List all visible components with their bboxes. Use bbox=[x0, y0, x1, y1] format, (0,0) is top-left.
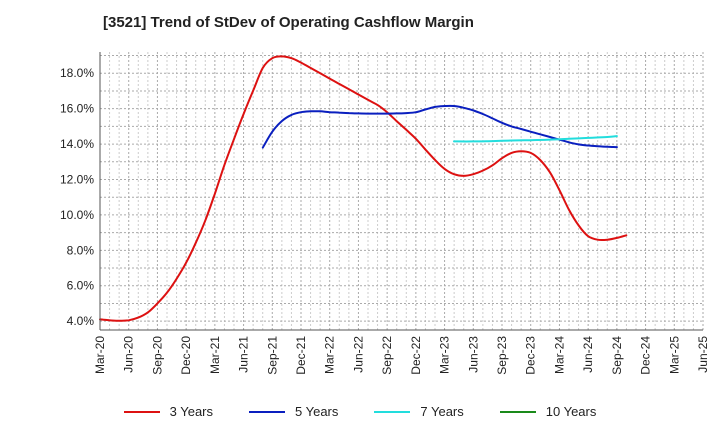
x-tick-label: Dec-24 bbox=[639, 336, 653, 375]
x-tick-label: Mar-23 bbox=[438, 336, 452, 374]
legend-swatch-7-years bbox=[374, 410, 411, 413]
y-tick-label: 4.0% bbox=[67, 314, 95, 328]
legend-label-7-years: 7 Years bbox=[420, 404, 464, 419]
x-tick-label: Dec-23 bbox=[524, 336, 538, 375]
series-line-3-years bbox=[99, 55, 628, 322]
x-tick-label: Sep-24 bbox=[610, 336, 624, 375]
x-tick-label: Mar-25 bbox=[667, 336, 681, 374]
legend-swatch-10-years bbox=[499, 410, 536, 413]
y-tick-label: 14.0% bbox=[60, 137, 94, 151]
x-tick-label: Mar-21 bbox=[208, 336, 222, 374]
x-tick-label: Jun-22 bbox=[351, 336, 365, 373]
y-tick-label: 8.0% bbox=[67, 243, 95, 257]
y-tick-label: 18.0% bbox=[60, 66, 94, 80]
legend-item-10-years: 10 Years bbox=[499, 404, 597, 419]
x-tick-label: Dec-20 bbox=[179, 336, 193, 375]
x-tick-label: Jun-20 bbox=[122, 336, 136, 373]
x-tick-label: Sep-22 bbox=[380, 336, 394, 375]
series-line-7-years bbox=[453, 135, 618, 143]
x-tick-label: Sep-21 bbox=[265, 336, 279, 375]
x-tick-label: Mar-20 bbox=[93, 336, 107, 374]
chart-title: [3521] Trend of StDev of Operating Cashf… bbox=[103, 14, 474, 31]
x-tick-label: Jun-25 bbox=[696, 336, 710, 373]
legend-swatch-5-years bbox=[249, 410, 285, 413]
legend-item-7-years: 7 Years bbox=[374, 404, 464, 419]
y-tick-label: 10.0% bbox=[60, 208, 94, 222]
x-tick-label: Sep-23 bbox=[495, 336, 509, 375]
legend-label-10-years: 10 Years bbox=[545, 404, 597, 419]
x-tick-label: Jun-23 bbox=[466, 336, 480, 373]
x-tick-label: Mar-24 bbox=[552, 336, 566, 374]
legend-label-3-years: 3 Years bbox=[169, 404, 213, 419]
legend-item-5-years: 5 Years bbox=[249, 404, 338, 419]
x-tick-label: Jun-24 bbox=[581, 336, 595, 373]
x-tick-label: Sep-20 bbox=[150, 336, 164, 375]
plot-area bbox=[100, 52, 703, 330]
legend-swatch-3-years bbox=[123, 410, 160, 413]
legend-item-3-years: 3 Years bbox=[123, 404, 213, 419]
legend: 3 Years 5 Years 7 Years 10 Years bbox=[0, 404, 720, 419]
x-tick-label: Dec-22 bbox=[409, 336, 423, 375]
y-tick-label: 16.0% bbox=[60, 102, 94, 116]
x-tick-label: Mar-22 bbox=[323, 336, 337, 374]
x-tick-label: Dec-21 bbox=[294, 336, 308, 375]
legend-label-5-years: 5 Years bbox=[295, 404, 339, 419]
x-tick-label: Jun-21 bbox=[237, 336, 251, 373]
y-tick-label: 12.0% bbox=[60, 172, 94, 186]
y-tick-label: 6.0% bbox=[67, 279, 95, 293]
